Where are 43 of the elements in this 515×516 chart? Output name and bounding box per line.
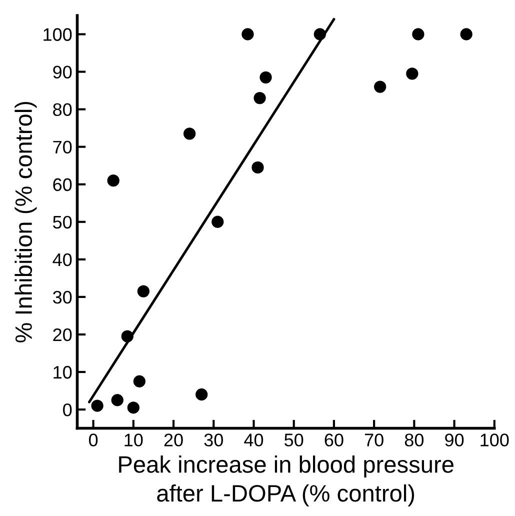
point <box>254 92 266 104</box>
y-tick-label: 50 <box>53 216 72 229</box>
x-tick-label: 80 <box>404 434 424 446</box>
y-tick-label: 80 <box>53 103 72 116</box>
point <box>242 28 254 40</box>
x-tick-label: 20 <box>164 434 183 446</box>
point <box>121 330 134 342</box>
x-tick-label: 30 <box>204 434 223 446</box>
point <box>133 375 146 388</box>
point <box>111 394 124 406</box>
y-tick-label: 90 <box>53 66 72 78</box>
x-tick-label: 40 <box>244 434 264 446</box>
point <box>412 28 424 40</box>
point <box>137 285 150 298</box>
y-tick-label: 100 <box>44 28 72 41</box>
point <box>196 388 208 401</box>
point <box>252 161 264 174</box>
point <box>460 28 472 40</box>
point <box>183 128 196 140</box>
y-tick-label: 40 <box>52 253 72 266</box>
x-tick-label: 90 <box>445 434 464 446</box>
point <box>127 402 140 414</box>
x-axis-title: Peak increase in blood pressure after L-DOPA (% control) <box>119 456 454 506</box>
point <box>212 216 224 228</box>
point <box>406 68 418 80</box>
x-tick-label: 10 <box>124 434 143 446</box>
x-tick-label: 50 <box>284 434 304 446</box>
x-tick-label: 70 <box>364 434 384 446</box>
x-tick-label: 0 <box>88 434 98 446</box>
x-tick-label: 60 <box>324 434 344 446</box>
point <box>107 174 120 187</box>
y-tick-label: 70 <box>53 140 72 154</box>
x-tick-label: 100 <box>480 434 509 446</box>
y-tick-label: 60 <box>53 178 72 192</box>
y-tick-label: 30 <box>52 290 72 304</box>
point <box>260 71 272 84</box>
y-tick-label: 0 <box>63 403 72 416</box>
point <box>314 28 326 40</box>
point <box>374 80 386 93</box>
y-axis-title: % Inhibition (% control) <box>14 102 37 342</box>
y-tick-label: 20 <box>53 328 72 342</box>
y-tick-label: 10 <box>54 366 72 379</box>
point <box>91 400 104 412</box>
